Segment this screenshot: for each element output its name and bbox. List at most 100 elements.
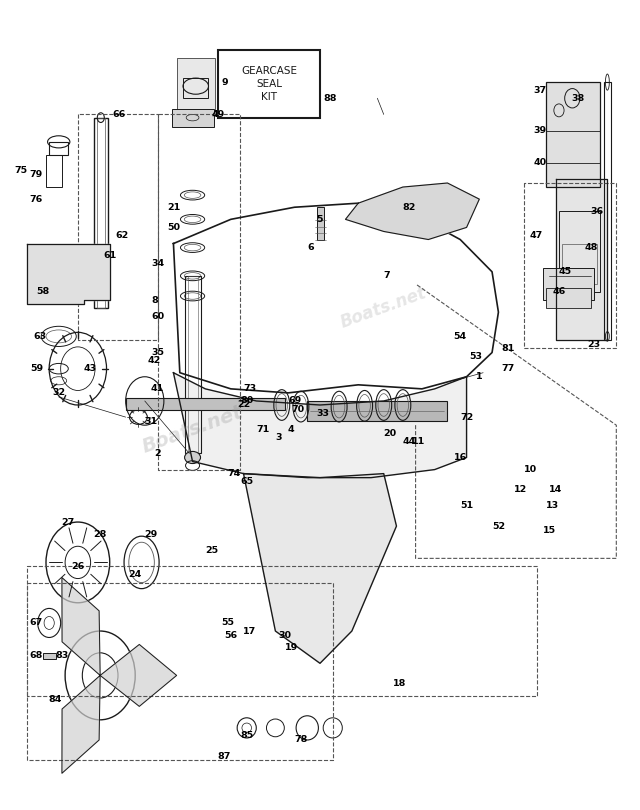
Text: 43: 43 — [84, 364, 97, 373]
Polygon shape — [173, 373, 467, 478]
Text: 37: 37 — [533, 86, 547, 95]
Text: 3: 3 — [275, 433, 282, 441]
Text: 59: 59 — [30, 364, 43, 373]
Text: 13: 13 — [546, 501, 559, 510]
Text: 1: 1 — [476, 373, 483, 382]
Bar — [177, 58, 215, 110]
Text: 84: 84 — [49, 695, 62, 704]
Text: 72: 72 — [460, 412, 473, 422]
Text: 6: 6 — [307, 243, 314, 252]
Bar — [307, 401, 447, 421]
Text: 40: 40 — [533, 158, 547, 168]
Text: 7: 7 — [383, 271, 390, 280]
Polygon shape — [346, 183, 479, 240]
Text: 76: 76 — [30, 194, 43, 203]
Text: 56: 56 — [224, 630, 237, 640]
Text: 62: 62 — [116, 231, 129, 240]
Text: 79: 79 — [30, 170, 43, 180]
Text: 12: 12 — [514, 485, 527, 494]
Text: 19: 19 — [285, 642, 298, 652]
Text: 38: 38 — [572, 94, 585, 103]
Text: 25: 25 — [205, 546, 218, 555]
Text: 85: 85 — [240, 731, 253, 740]
Text: 51: 51 — [460, 501, 473, 510]
Text: 70: 70 — [291, 404, 304, 414]
Bar — [94, 118, 108, 308]
Bar — [46, 155, 62, 187]
Text: 45: 45 — [559, 267, 572, 276]
Text: 53: 53 — [470, 352, 483, 361]
Bar — [125, 398, 285, 410]
Text: 18: 18 — [393, 679, 406, 688]
Text: 47: 47 — [530, 231, 543, 240]
Bar — [43, 653, 56, 659]
Text: 16: 16 — [454, 453, 467, 462]
Text: 55: 55 — [221, 619, 234, 628]
Text: 10: 10 — [524, 465, 537, 474]
Text: 69: 69 — [288, 396, 301, 406]
Text: 75: 75 — [14, 166, 27, 176]
Text: 33: 33 — [317, 408, 330, 418]
Text: 2: 2 — [154, 449, 161, 458]
Text: 35: 35 — [151, 348, 164, 357]
Text: 42: 42 — [148, 356, 161, 365]
Text: 9: 9 — [221, 78, 228, 87]
Text: 28: 28 — [93, 530, 107, 539]
Text: 5: 5 — [317, 215, 323, 224]
Polygon shape — [62, 676, 100, 774]
Text: 44: 44 — [403, 437, 416, 446]
Text: 39: 39 — [533, 126, 547, 135]
Bar — [185, 276, 201, 454]
Text: 8: 8 — [151, 296, 157, 305]
Text: 4: 4 — [288, 424, 294, 433]
Text: 49: 49 — [211, 110, 225, 119]
Bar — [546, 288, 591, 308]
Text: 31: 31 — [145, 416, 157, 425]
Text: Boats.net: Boats.net — [140, 402, 246, 456]
Text: 78: 78 — [294, 735, 308, 744]
Text: 29: 29 — [145, 530, 158, 539]
Polygon shape — [244, 474, 396, 663]
Text: 61: 61 — [103, 251, 116, 260]
Text: 14: 14 — [549, 485, 563, 494]
Bar — [188, 276, 198, 454]
Text: 80: 80 — [240, 396, 253, 406]
Text: 65: 65 — [240, 477, 253, 486]
Polygon shape — [556, 179, 607, 340]
Text: GEARCASE
SEAL
KIT: GEARCASE SEAL KIT — [241, 66, 297, 102]
Text: 41: 41 — [151, 385, 164, 394]
Text: 24: 24 — [129, 570, 142, 579]
Bar — [317, 207, 324, 240]
Polygon shape — [62, 578, 100, 676]
Bar — [543, 268, 594, 300]
Text: 17: 17 — [243, 626, 257, 636]
Text: 32: 32 — [52, 388, 65, 398]
Bar — [604, 82, 611, 340]
Text: 88: 88 — [323, 94, 337, 103]
Text: 30: 30 — [278, 630, 291, 640]
Bar — [49, 142, 68, 155]
Polygon shape — [173, 203, 499, 393]
Text: 58: 58 — [36, 288, 49, 296]
Text: 26: 26 — [71, 562, 84, 571]
Polygon shape — [27, 244, 109, 304]
Bar — [218, 50, 320, 118]
Text: 36: 36 — [591, 207, 604, 215]
Ellipse shape — [184, 451, 200, 463]
Text: 63: 63 — [33, 332, 46, 341]
Bar — [183, 78, 209, 98]
Text: 87: 87 — [218, 752, 231, 761]
Text: 50: 50 — [167, 223, 180, 232]
Text: 52: 52 — [492, 522, 505, 531]
Text: 27: 27 — [61, 518, 75, 526]
Text: 21: 21 — [167, 202, 180, 211]
Text: 74: 74 — [227, 469, 241, 478]
Text: 22: 22 — [237, 400, 250, 410]
Text: 71: 71 — [256, 424, 269, 433]
Text: 68: 68 — [29, 650, 43, 659]
Text: 73: 73 — [243, 385, 257, 394]
Text: Boats.net: Boats.net — [338, 284, 429, 332]
Bar — [97, 118, 104, 308]
Text: 67: 67 — [30, 619, 43, 628]
Bar — [562, 244, 597, 284]
